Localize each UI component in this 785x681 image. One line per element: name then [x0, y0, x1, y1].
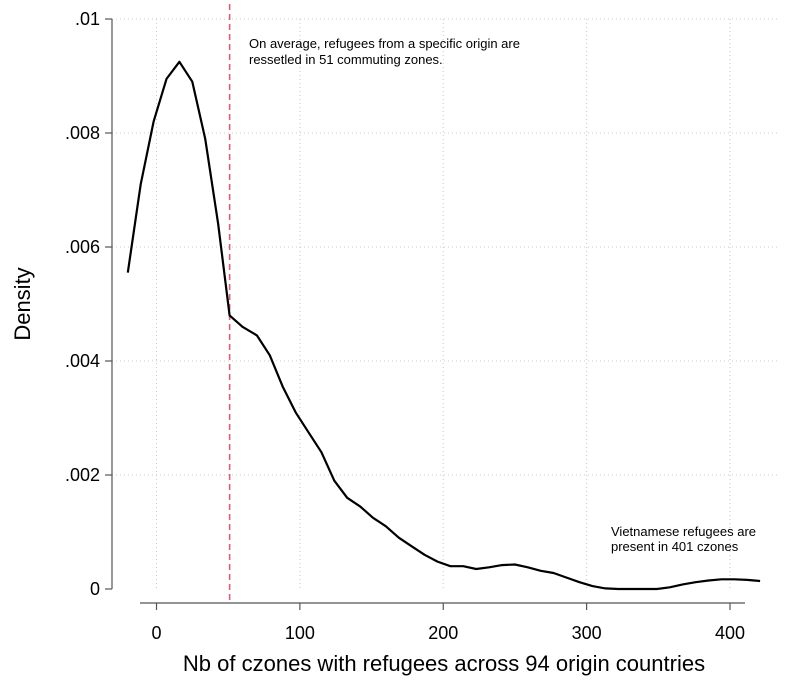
y-axis-title: Density [10, 267, 35, 340]
annotation-vietnam-line-2: present in 401 czones [611, 539, 739, 554]
annotation-mean-line-1: On average, refugees from a specific ori… [249, 36, 520, 51]
x-tick-label-1: 100 [285, 623, 315, 643]
y-tick-label-4: .008 [65, 123, 100, 143]
y-tick-label-3: .006 [65, 237, 100, 257]
gridlines [112, 18, 777, 589]
x-tick-label-2: 200 [428, 623, 458, 643]
y-tick-label-1: .002 [65, 465, 100, 485]
x-tick-label-3: 300 [572, 623, 602, 643]
x-axis-title: Nb of czones with refugees across 94 ori… [183, 651, 705, 676]
y-tick-label-2: .004 [65, 351, 100, 371]
series-group [126, 60, 761, 591]
annotation-vietnam-line-1: Vietnamese refugees are [611, 524, 756, 539]
x-tick-label-4: 400 [715, 623, 745, 643]
y-tick-label-5: .01 [75, 9, 100, 29]
x-tick-label-0: 0 [151, 623, 161, 643]
annotation-vietnam: Vietnamese refugees are present in 401 c… [611, 524, 760, 554]
tick-labels: 0 .002 .004 .006 .008 .01 0 100 200 300 400 [65, 9, 745, 643]
density-line [126, 60, 761, 591]
y-tick-label-0: 0 [90, 579, 100, 599]
annotation-mean-line-2: ressetled in 51 commuting zones. [249, 52, 443, 67]
annotation-mean: On average, refugees from a specific ori… [249, 36, 524, 67]
axes [105, 18, 745, 610]
